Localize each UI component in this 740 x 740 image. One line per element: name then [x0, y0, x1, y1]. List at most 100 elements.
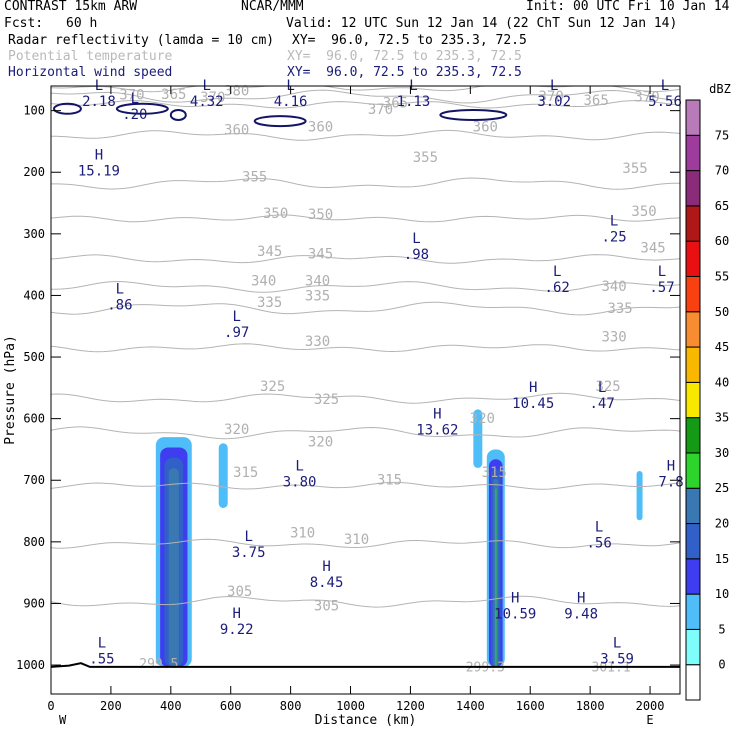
wind-extremum-type-10: L [553, 264, 561, 280]
wind-extremum-value-12: .86 [107, 297, 132, 313]
colorbar-label-65: 65 [715, 199, 729, 213]
wind-extremum-value-1: 4.32 [190, 94, 224, 110]
wind-extremum-value-15: .47 [589, 396, 614, 412]
wind-extremum-value-20: 3.75 [232, 545, 266, 561]
colorbar-label-45: 45 [715, 340, 729, 354]
wind-extremum-value-5: 5.56 [648, 94, 682, 110]
wind-extremum-value-21: 8.45 [310, 575, 344, 591]
wind-extremum-value-0: 2.18 [82, 94, 116, 110]
theta-contour-350 [50, 214, 681, 223]
reflectivity-cell-2-5 [473, 409, 483, 468]
x-tick-label-800: 800 [280, 699, 302, 713]
valid-time: Valid: 12 UTC Sun 12 Jan 14 (22 ChT Sun … [286, 16, 678, 31]
wind-extremum-type-7: H [95, 148, 103, 164]
theta-label-370-2: 370 [368, 102, 393, 118]
colorbar-label-5: 5 [718, 622, 725, 636]
model-title: CONTRAST 15km ARW [4, 0, 138, 14]
wind-extremum-value-13: .97 [224, 325, 249, 341]
theta-label-340-1: 340 [305, 274, 330, 290]
theta-label-360-2: 360 [473, 120, 498, 136]
theta-contour-layer: 305 305 310 310 315 315 315 320 320 320 325 325 325 3… [50, 83, 681, 675]
theta-label-320-1: 320 [308, 434, 333, 450]
theta-contour-340 [51, 280, 681, 293]
theta-label-350-0: 350 [263, 206, 288, 222]
theta-contour-305 [50, 595, 681, 608]
wind-extremum-type-16: H [433, 406, 441, 422]
plot-background [51, 86, 680, 694]
wind-extremum-value-3: 1.13 [397, 94, 431, 110]
theta-label-335-1: 335 [305, 288, 330, 304]
y-tick-label-100: 100 [23, 104, 45, 118]
wind-extremum-type-14: H [529, 380, 537, 396]
wind-extremum-value-10: .62 [545, 280, 570, 296]
theta-label-370-4: 370 [634, 89, 659, 105]
reflectivity-cell-3-25 [495, 488, 497, 667]
wind-extremum-type-6: L [131, 91, 139, 107]
colorbar-swatch-2 [685, 593, 701, 630]
y-tick-label-700: 700 [23, 473, 45, 487]
wind-contour-3 [253, 115, 307, 128]
theta-contour-325 [50, 392, 681, 404]
colorbar-label-30: 30 [715, 446, 729, 460]
theta-contour-335 [50, 301, 681, 316]
theta-label-335-2: 335 [607, 301, 632, 317]
colorbar-swatch-7 [685, 417, 701, 454]
colorbar-swatch-12 [685, 240, 701, 277]
y-tick-label-1000: 1000 [16, 658, 45, 672]
colorbar-label-10: 10 [715, 587, 729, 601]
y-tick-label-300: 300 [23, 227, 45, 241]
wind-contour-4 [439, 108, 508, 121]
wind-extremum-type-8: L [412, 231, 420, 247]
colorbar-swatch-13 [685, 205, 701, 242]
wind-extremum-value-6: .20 [122, 107, 147, 123]
y-axis-label: Pressure (hPa) [3, 335, 18, 445]
surface-theta-label-0: 299.5 [139, 657, 178, 672]
x-tick-label-1600: 1600 [516, 699, 545, 713]
wind-extremum-value-22: 10.59 [494, 607, 536, 623]
wind-extremum-type-23: H [577, 591, 585, 607]
wind-extremum-value-19: .56 [586, 536, 611, 552]
theta-label-365-1: 365 [383, 96, 408, 112]
theta-label-355-2: 355 [622, 161, 647, 177]
reflectivity-cell-4-5 [636, 471, 643, 521]
wind-extremum-type-17: L [295, 459, 303, 475]
theta-label-310-1: 310 [344, 532, 369, 548]
colorbar-label-50: 50 [715, 305, 729, 319]
wind-extremum-value-17: 3.80 [283, 475, 317, 491]
theta-label-335-0: 335 [257, 295, 282, 311]
theta-contour-370 [50, 89, 681, 104]
colorbar-swatch-6 [685, 452, 701, 489]
x-tick-label-2000: 2000 [636, 699, 665, 713]
colorbar-label-35: 35 [715, 411, 729, 425]
theta-label-355-1: 355 [413, 150, 438, 166]
y-tick-label-500: 500 [23, 350, 45, 364]
theta-label-330-0: 330 [305, 334, 330, 350]
wind-extremum-type-21: H [322, 559, 330, 575]
colorbar-swatch-1 [685, 628, 701, 666]
wind-contour-1 [115, 102, 169, 115]
field-wind-name: Horizontal wind speed [8, 65, 173, 80]
colorbar-swatch-0 [685, 664, 701, 701]
theta-label-325-2: 325 [595, 379, 620, 395]
y-tick-label-600: 600 [23, 412, 45, 426]
wind-extremum-value-8: .98 [404, 247, 429, 263]
wind-extremum-type-13: L [232, 309, 240, 325]
theta-contour-360 [50, 129, 681, 141]
theta-label-365-2: 365 [583, 93, 608, 109]
wind-extremum-value-2: 4.16 [274, 94, 308, 110]
x-axis-label: Distance (km) [315, 713, 417, 728]
colorbar-swatch-3 [685, 558, 701, 595]
colorbar-swatch-16 [685, 99, 701, 136]
theta-contour-320 [50, 426, 681, 440]
wind-extremum-type-24: H [232, 606, 240, 622]
terrain-line [50, 662, 680, 668]
theta-label-370-1: 370 [200, 90, 225, 106]
theta-contour-310 [50, 538, 681, 549]
theta-label-315-1: 315 [377, 473, 402, 489]
colorbar-label-60: 60 [715, 234, 729, 248]
wind-extremum-value-24: 9.22 [220, 622, 254, 638]
colorbar-label-25: 25 [715, 481, 729, 495]
reflectivity-cell-0-20 [168, 468, 179, 667]
theta-contour-365 [50, 100, 681, 109]
